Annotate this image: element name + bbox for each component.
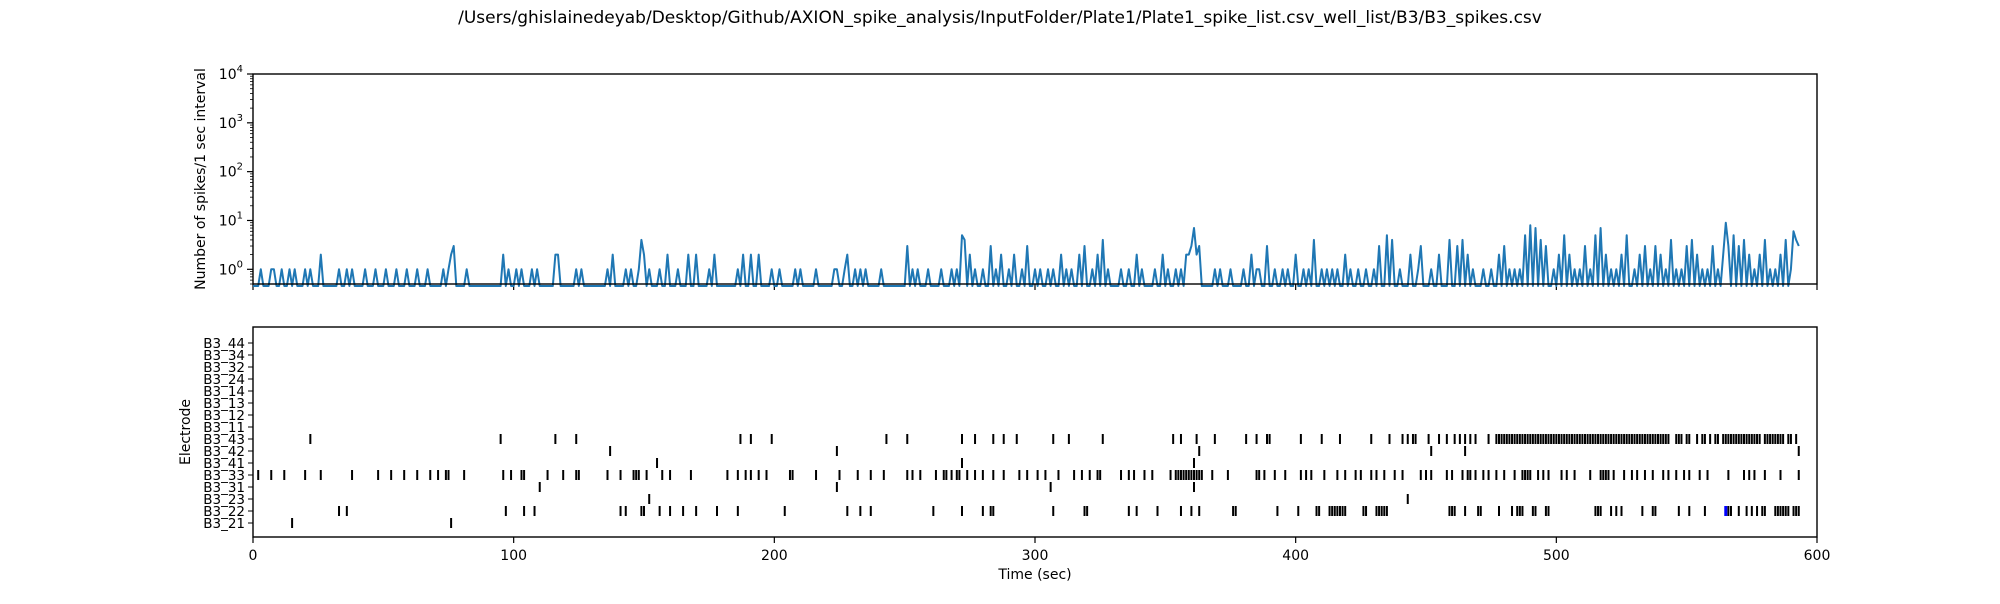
x-tick-label: 600 bbox=[1804, 548, 1831, 564]
electrode-tick-label: B3_34 bbox=[203, 348, 245, 364]
electrode-tick-label: B3_43 bbox=[203, 432, 245, 448]
y-tick-label: 101 bbox=[219, 210, 243, 229]
spike-count-axes: 100 101 102 103 104 Number of spikes/1 sec i… bbox=[193, 64, 1818, 290]
electrode-tick-label: B3_11 bbox=[203, 420, 245, 436]
x-tick-label: 300 bbox=[1022, 548, 1049, 564]
y-tick-label: 104 bbox=[219, 64, 243, 83]
electrode-tick-label: B3_22 bbox=[203, 504, 245, 520]
electrode-tick-label: B3_24 bbox=[203, 372, 245, 388]
electrode-tick-label: B3_44 bbox=[203, 336, 245, 352]
electrode-tick-label: B3_42 bbox=[203, 444, 245, 460]
x-tick-label: 0 bbox=[249, 548, 258, 564]
x-tick-label: 100 bbox=[500, 548, 527, 564]
bottom-axes-frame bbox=[252, 326, 1818, 538]
raster-marks bbox=[257, 434, 1800, 528]
raster-axes: 0 100 200 300 400 500 600 B3_21B3_22B3_23B3_31… bbox=[178, 326, 1831, 583]
x-tick-label: 200 bbox=[761, 548, 788, 564]
electrode-tick-label: B3_14 bbox=[203, 384, 245, 400]
bottom-x-ticks: 0 100 200 300 400 500 600 bbox=[249, 537, 1831, 564]
electrode-tick-label: B3_23 bbox=[203, 492, 245, 508]
electrode-ticks: B3_21B3_22B3_23B3_31B3_33B3_41B3_42B3_43… bbox=[203, 336, 253, 532]
spike-rate-line bbox=[253, 221, 1800, 287]
electrode-tick-label: B3_33 bbox=[203, 468, 245, 484]
figure-title: /Users/ghislainedeyab/Desktop/Github/AXI… bbox=[458, 8, 1542, 28]
x-tick-label: 400 bbox=[1282, 548, 1309, 564]
electrode-tick-label: B3_21 bbox=[203, 516, 245, 532]
top-y-ticks: 100 101 102 103 104 bbox=[219, 64, 253, 285]
top-y-axis-label: Number of spikes/1 sec interval bbox=[193, 68, 209, 290]
y-tick-label: 100 bbox=[219, 259, 243, 278]
bottom-x-axis-label: Time (sec) bbox=[997, 567, 1071, 583]
electrode-tick-label: B3_31 bbox=[203, 480, 245, 496]
y-tick-label: 102 bbox=[219, 162, 243, 181]
electrode-tick-label: B3_13 bbox=[203, 396, 245, 412]
top-axes-frame bbox=[252, 73, 1818, 285]
x-tick-label: 500 bbox=[1543, 548, 1570, 564]
electrode-tick-label: B3_32 bbox=[203, 360, 245, 376]
bottom-y-axis-label: Electrode bbox=[178, 399, 194, 465]
electrode-tick-label: B3_41 bbox=[203, 456, 245, 472]
y-tick-label: 103 bbox=[219, 113, 243, 132]
electrode-tick-label: B3_12 bbox=[203, 408, 245, 424]
